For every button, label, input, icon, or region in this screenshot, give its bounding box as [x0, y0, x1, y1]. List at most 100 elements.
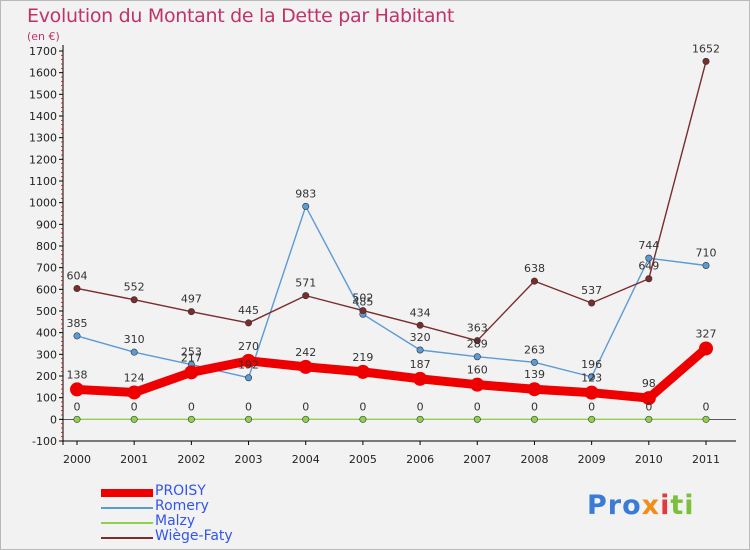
- data-label: 385: [67, 317, 88, 330]
- data-point: [359, 415, 367, 423]
- data-label: 571: [295, 277, 316, 290]
- data-label: 270: [238, 340, 259, 353]
- x-tick-label: 2004: [292, 453, 320, 466]
- data-point: [530, 277, 538, 285]
- legend-label: Malzy: [155, 513, 196, 529]
- x-tick-label: 2005: [349, 453, 377, 466]
- data-point: [184, 365, 199, 380]
- data-point: [645, 275, 653, 283]
- data-label: 983: [295, 187, 316, 200]
- data-point: [73, 284, 81, 292]
- legend-swatch: [101, 537, 153, 539]
- y-tick-label: 100: [36, 392, 57, 405]
- data-point: [245, 319, 253, 327]
- data-label: 123: [581, 372, 602, 385]
- data-label: 242: [295, 346, 316, 359]
- data-label: 485: [352, 295, 373, 308]
- series-romery: [73, 202, 710, 382]
- data-point: [416, 321, 424, 329]
- data-label: 98: [642, 377, 656, 390]
- y-tick-label: 1600: [29, 67, 57, 80]
- data-label: 219: [352, 351, 373, 364]
- data-point: [130, 296, 138, 304]
- data-point: [530, 358, 538, 366]
- data-point: [73, 415, 81, 423]
- data-point: [702, 415, 710, 423]
- x-tick-label: 2008: [520, 453, 548, 466]
- data-point: [302, 292, 310, 300]
- data-label: 0: [188, 400, 195, 413]
- data-label: 0: [245, 400, 252, 413]
- y-tick-label: 1200: [29, 153, 57, 166]
- data-point: [588, 299, 596, 307]
- data-label: 537: [581, 284, 602, 297]
- data-label: 327: [696, 327, 717, 340]
- data-point: [241, 353, 256, 368]
- y-tick-label: 400: [36, 327, 57, 340]
- legend-swatch: [101, 507, 153, 509]
- data-point: [413, 371, 428, 386]
- y-tick-label: 1700: [29, 45, 57, 58]
- data-point: [245, 374, 253, 382]
- data-label: 263: [524, 343, 545, 356]
- data-label: 502: [352, 292, 373, 305]
- data-label: 253: [181, 346, 202, 359]
- data-label: 0: [588, 400, 595, 413]
- data-label: 434: [410, 306, 431, 319]
- data-label: 649: [638, 260, 659, 273]
- legend-label: PROISY: [155, 483, 206, 499]
- y-tick-label: 0: [50, 413, 57, 426]
- data-label: 0: [131, 400, 138, 413]
- legend-swatch: [101, 522, 153, 524]
- data-label: 320: [410, 331, 431, 344]
- data-point: [127, 385, 142, 400]
- data-label: 497: [181, 293, 202, 306]
- data-point: [702, 261, 710, 269]
- y-tick-label: 900: [36, 218, 57, 231]
- data-label: 445: [238, 304, 259, 317]
- y-tick-label: 700: [36, 262, 57, 275]
- data-label: 0: [74, 400, 81, 413]
- data-point: [699, 341, 713, 356]
- x-tick-label: 2010: [635, 453, 663, 466]
- data-label: 192: [238, 359, 259, 372]
- data-point: [416, 415, 424, 423]
- y-tick-label: 600: [36, 283, 57, 296]
- data-label: 0: [474, 400, 481, 413]
- data-point: [245, 415, 253, 423]
- x-tick-label: 2002: [177, 453, 205, 466]
- data-point: [355, 364, 370, 379]
- data-point: [130, 415, 138, 423]
- y-tick-label: 1100: [29, 175, 57, 188]
- data-point: [473, 415, 481, 423]
- y-tick-label: 1300: [29, 132, 57, 145]
- data-label: 0: [531, 400, 538, 413]
- data-point: [187, 308, 195, 316]
- data-label: 217: [181, 351, 202, 364]
- data-point: [130, 348, 138, 356]
- y-tick-label: 300: [36, 348, 57, 361]
- y-tick-label: -100: [32, 435, 57, 448]
- legend-label: Romery: [155, 498, 209, 514]
- data-point: [298, 359, 313, 374]
- data-point: [527, 382, 542, 397]
- data-label: 638: [524, 262, 545, 275]
- x-tick-label: 2006: [406, 453, 434, 466]
- data-point: [70, 382, 84, 397]
- x-tick-label: 2011: [692, 453, 720, 466]
- data-point: [302, 202, 310, 210]
- y-tick-label: 1500: [29, 88, 57, 101]
- data-point: [702, 57, 710, 65]
- data-point: [359, 307, 367, 315]
- x-tick-label: 2003: [235, 453, 263, 466]
- data-label: 0: [302, 400, 309, 413]
- series-wi-ge-faty: [73, 57, 710, 345]
- y-tick-label: 1400: [29, 110, 57, 123]
- data-label: 0: [703, 400, 710, 413]
- data-label: 187: [410, 358, 431, 371]
- data-label: 1652: [692, 42, 720, 55]
- y-tick-label: 1000: [29, 197, 57, 210]
- chart-title: Evolution du Montant de la Dette par Hab…: [27, 5, 455, 27]
- legend-swatch: [101, 489, 153, 497]
